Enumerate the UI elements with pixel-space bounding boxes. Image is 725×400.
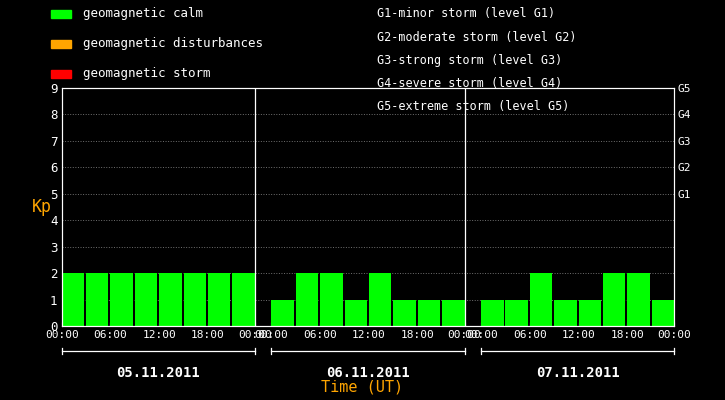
Bar: [442, 300, 465, 326]
Bar: [232, 273, 254, 326]
Bar: [505, 300, 528, 326]
Bar: [369, 273, 392, 326]
Bar: [320, 273, 343, 326]
Bar: [110, 273, 133, 326]
Text: G4-severe storm (level G4): G4-severe storm (level G4): [377, 77, 563, 90]
Bar: [183, 273, 206, 326]
Text: geomagnetic calm: geomagnetic calm: [83, 8, 204, 20]
Text: 06.11.2011: 06.11.2011: [326, 366, 410, 380]
Text: G3-strong storm (level G3): G3-strong storm (level G3): [377, 54, 563, 67]
Y-axis label: Kp: Kp: [32, 198, 51, 216]
Text: 07.11.2011: 07.11.2011: [536, 366, 620, 380]
Bar: [296, 273, 318, 326]
Bar: [86, 273, 109, 326]
Text: geomagnetic disturbances: geomagnetic disturbances: [83, 38, 263, 50]
Bar: [554, 300, 576, 326]
Bar: [62, 273, 84, 326]
Text: G1-minor storm (level G1): G1-minor storm (level G1): [377, 8, 555, 20]
Bar: [530, 273, 552, 326]
Text: G5-extreme storm (level G5): G5-extreme storm (level G5): [377, 100, 569, 113]
Bar: [481, 300, 504, 326]
Text: G2-moderate storm (level G2): G2-moderate storm (level G2): [377, 31, 576, 44]
Bar: [344, 300, 367, 326]
Bar: [271, 300, 294, 326]
Bar: [579, 300, 601, 326]
Bar: [393, 300, 415, 326]
Bar: [652, 300, 674, 326]
Text: Time (UT): Time (UT): [321, 380, 404, 395]
Bar: [627, 273, 650, 326]
Bar: [208, 273, 231, 326]
Text: geomagnetic storm: geomagnetic storm: [83, 68, 211, 80]
Text: 05.11.2011: 05.11.2011: [116, 366, 200, 380]
Bar: [135, 273, 157, 326]
Bar: [418, 300, 440, 326]
Bar: [603, 273, 626, 326]
Bar: [160, 273, 182, 326]
